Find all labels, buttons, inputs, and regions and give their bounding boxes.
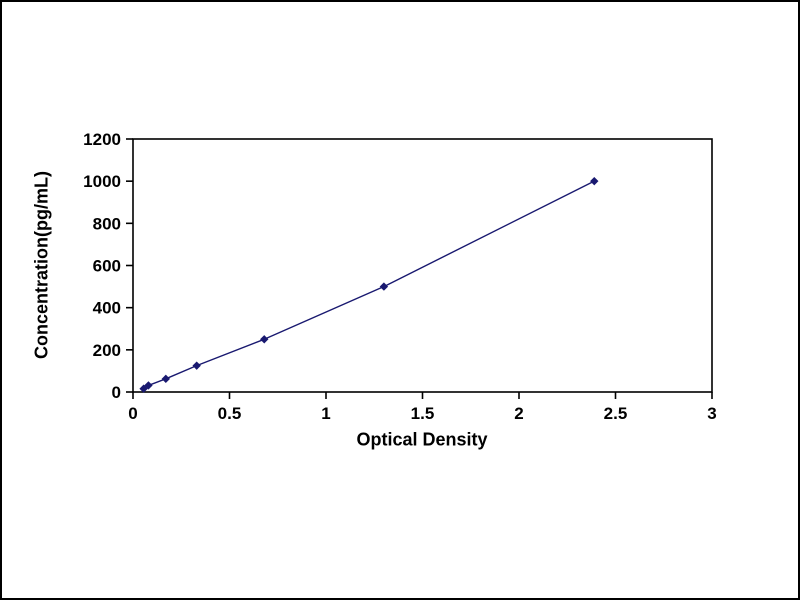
y-tick-label: 1200 [83, 130, 121, 149]
x-tick-label: 0.5 [218, 404, 242, 423]
x-tick-label: 2 [514, 404, 523, 423]
y-tick-label: 400 [93, 299, 121, 318]
y-tick-label: 200 [93, 341, 121, 360]
data-point-marker [144, 381, 153, 390]
data-point-marker [590, 176, 599, 186]
x-axis-label: Optical Density [356, 429, 488, 450]
plot-area [132, 138, 713, 393]
y-axis-ticks: 0 200 400 600 800 1000 1200 [83, 130, 133, 402]
x-tick-label: 2.5 [604, 404, 628, 423]
data-point-marker [161, 374, 171, 384]
y-tick-label: 600 [93, 257, 121, 276]
y-tick-label: 1000 [83, 172, 121, 191]
data-point-marker [260, 335, 269, 344]
data-point-marker [379, 282, 389, 291]
x-tick-label: 1.5 [411, 404, 435, 423]
y-tick-label: 0 [112, 383, 121, 402]
y-axis-label: Concentration(pg/mL) [31, 171, 52, 359]
x-tick-label: 3 [707, 404, 716, 423]
x-axis-ticks: 0 0.5 1 1.5 2 2.5 3 [128, 392, 717, 423]
y-tick-label: 800 [93, 214, 121, 233]
x-tick-label: 1 [321, 404, 330, 423]
x-tick-label: 0 [128, 404, 137, 423]
data-point-marker [192, 361, 201, 370]
data-point-markers [139, 176, 599, 393]
